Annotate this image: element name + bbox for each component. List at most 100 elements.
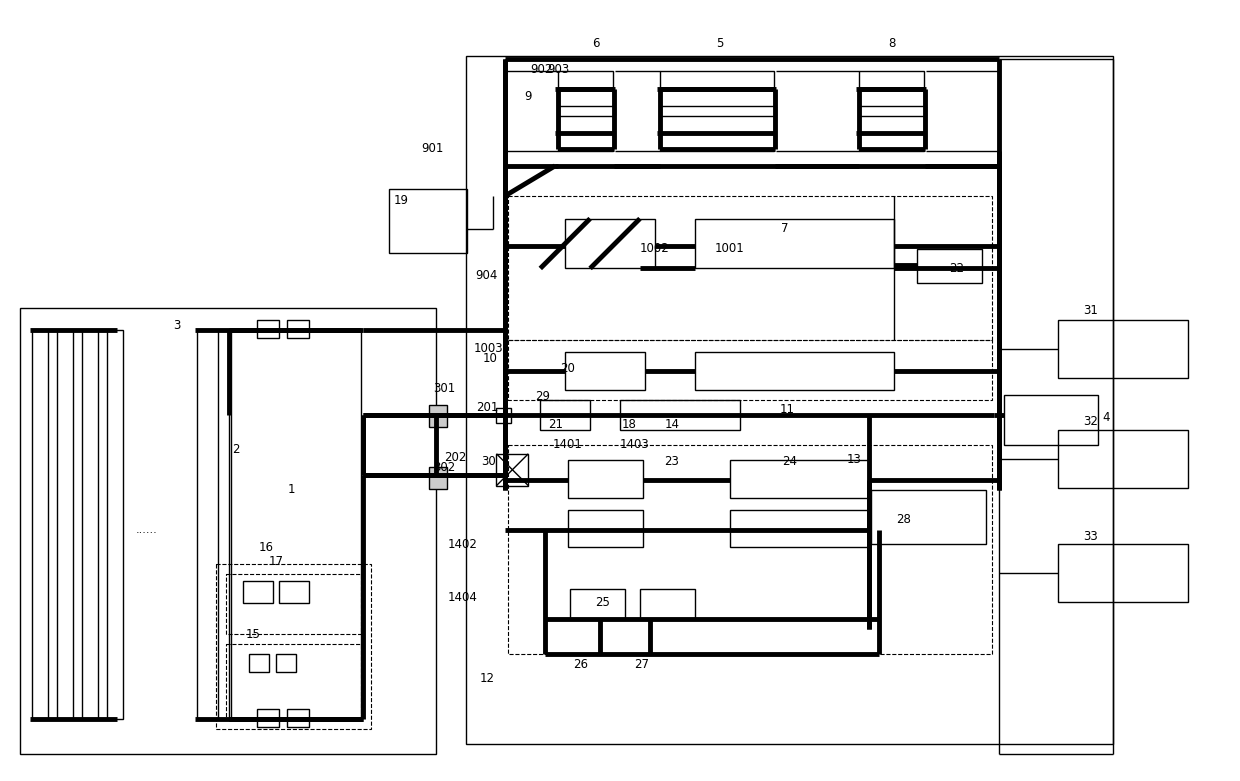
- Text: 15: 15: [246, 628, 260, 640]
- Text: 20: 20: [559, 362, 574, 375]
- Bar: [277, 654, 296, 672]
- Bar: [232, 330, 361, 719]
- Bar: [82, 330, 98, 719]
- Text: 10: 10: [484, 351, 498, 365]
- Bar: [872, 490, 986, 544]
- Bar: [729, 509, 869, 547]
- Bar: [570, 590, 625, 619]
- Bar: [429, 405, 446, 427]
- Text: 7: 7: [781, 222, 789, 235]
- Bar: [249, 654, 269, 672]
- Bar: [243, 581, 273, 603]
- Text: 26: 26: [573, 658, 588, 671]
- Bar: [660, 71, 775, 106]
- Text: 1: 1: [288, 483, 295, 496]
- Bar: [620, 400, 739, 430]
- Bar: [558, 71, 613, 106]
- Bar: [640, 590, 694, 619]
- Text: 1001: 1001: [714, 242, 744, 255]
- Text: 1403: 1403: [620, 438, 650, 451]
- Bar: [389, 189, 466, 254]
- Text: 31: 31: [1083, 304, 1097, 317]
- Bar: [227, 574, 361, 634]
- Bar: [257, 320, 279, 338]
- Text: 19: 19: [393, 194, 408, 207]
- Text: 27: 27: [635, 658, 650, 671]
- Bar: [20, 308, 435, 754]
- Text: 902: 902: [529, 62, 553, 76]
- Bar: [565, 352, 645, 390]
- Text: 2: 2: [233, 444, 241, 456]
- Text: 8: 8: [888, 37, 895, 50]
- Bar: [465, 56, 1114, 744]
- Text: ......: ......: [136, 525, 157, 534]
- Bar: [227, 644, 361, 719]
- Bar: [558, 116, 613, 151]
- Text: 22: 22: [950, 262, 965, 275]
- Text: 11: 11: [780, 404, 795, 416]
- Text: 904: 904: [475, 269, 497, 282]
- Bar: [496, 454, 528, 486]
- Text: 16: 16: [259, 541, 274, 554]
- Bar: [196, 330, 218, 719]
- Bar: [229, 330, 252, 719]
- Text: 24: 24: [782, 455, 797, 469]
- Text: 12: 12: [480, 672, 495, 686]
- Bar: [694, 219, 894, 269]
- Bar: [288, 709, 309, 727]
- Bar: [57, 330, 73, 719]
- Text: 9: 9: [525, 90, 532, 102]
- Bar: [729, 460, 869, 497]
- Text: 23: 23: [665, 455, 680, 469]
- Text: 201: 201: [476, 401, 498, 415]
- Text: 6: 6: [593, 37, 600, 50]
- Text: 4: 4: [1102, 412, 1110, 424]
- Bar: [263, 330, 284, 719]
- Text: 302: 302: [434, 462, 456, 474]
- Bar: [1059, 544, 1188, 602]
- Text: 30: 30: [481, 455, 496, 469]
- Bar: [859, 71, 924, 106]
- Bar: [660, 116, 775, 151]
- Bar: [429, 467, 446, 489]
- Bar: [508, 196, 992, 341]
- Bar: [279, 581, 309, 603]
- Bar: [1003, 395, 1099, 445]
- Text: 21: 21: [548, 419, 563, 431]
- Text: 25: 25: [595, 596, 610, 608]
- Bar: [107, 330, 123, 719]
- Text: 14: 14: [665, 419, 680, 431]
- Text: 29: 29: [534, 390, 549, 404]
- Text: 1401: 1401: [552, 438, 582, 451]
- Text: 301: 301: [434, 381, 456, 394]
- Bar: [916, 248, 982, 284]
- Bar: [541, 400, 590, 430]
- Bar: [329, 330, 350, 719]
- Bar: [257, 709, 279, 727]
- Bar: [32, 330, 48, 719]
- Text: 5: 5: [715, 37, 723, 50]
- Text: 202: 202: [444, 451, 466, 464]
- Bar: [217, 565, 371, 729]
- Bar: [508, 341, 992, 400]
- Bar: [859, 116, 924, 151]
- Text: 18: 18: [621, 419, 636, 431]
- Bar: [694, 352, 894, 390]
- Text: 1402: 1402: [448, 538, 477, 551]
- Bar: [568, 460, 642, 497]
- Text: 1404: 1404: [448, 590, 477, 604]
- Bar: [565, 219, 655, 269]
- Bar: [1059, 320, 1188, 378]
- Text: 33: 33: [1083, 530, 1097, 543]
- Bar: [496, 408, 511, 423]
- Text: 28: 28: [897, 513, 911, 526]
- Bar: [508, 445, 992, 654]
- Text: 903: 903: [547, 62, 569, 76]
- Text: 13: 13: [847, 453, 862, 466]
- Text: 32: 32: [1083, 415, 1097, 429]
- Text: 17: 17: [269, 555, 284, 568]
- Bar: [568, 509, 642, 547]
- Bar: [295, 330, 317, 719]
- Text: 1003: 1003: [474, 341, 503, 355]
- Bar: [288, 320, 309, 338]
